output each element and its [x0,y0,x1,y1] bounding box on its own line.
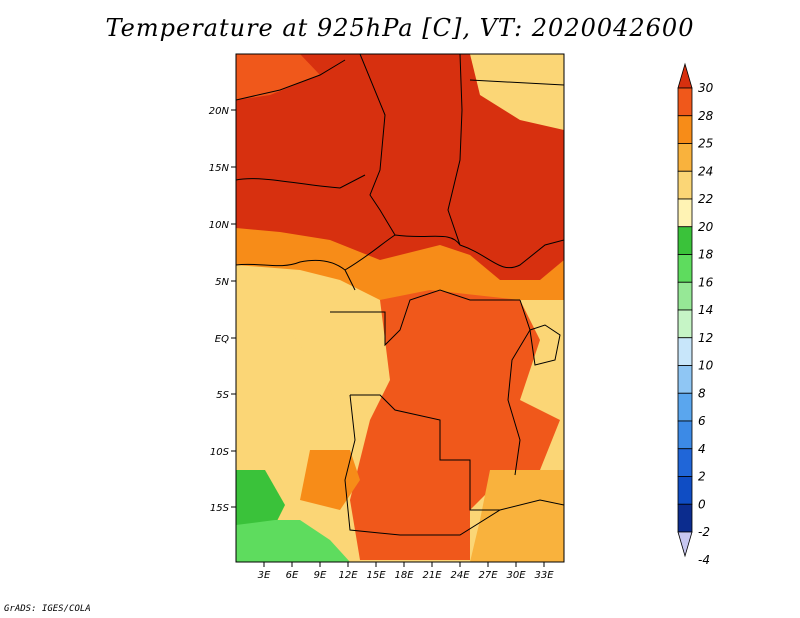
field-angola-warm [300,450,360,510]
lon-label-15e: 15E [366,570,386,581]
colorbar-label: 8 [698,386,706,400]
field-southeast-mild [470,470,564,562]
colorbar-label: 16 [698,275,714,289]
lat-label-5n: 5N [215,277,229,288]
country-borders [236,54,564,536]
colorbar-swatch [677,143,693,172]
border-line [330,289,520,347]
lon-label-21e: 21E [422,570,442,581]
longitude-axis: 3E 6E 9E 12E 15E 18E 21E 24E 27E 30E 33E [258,562,554,581]
colorbar-swatch [677,503,693,533]
border-line [344,394,564,536]
colorbar-swatch [677,226,693,255]
colorbar-label: 25 [698,137,713,151]
border-line [359,54,396,236]
border-line [236,59,346,101]
lat-label-eq: EQ [215,334,229,345]
colorbar-swatch [677,392,693,422]
colorbar-swatch [677,309,693,339]
border-line [447,54,463,246]
map-title: Temperature at 925hPa [C], VT: 202004260… [105,14,695,42]
colorbar-swatch [677,420,693,450]
border-line [350,394,500,511]
border-line [507,299,531,476]
border-line [344,234,564,271]
field-congo-warm [350,290,560,560]
field-northeast-mild [470,54,564,130]
lon-label-9e: 9E [314,570,327,581]
lat-label-10s: 10S [210,447,230,458]
colorbar-swatch [677,170,693,200]
colorbar-label: 6 [698,414,706,428]
colorbar-label: 30 [698,81,714,95]
border-line [236,259,356,291]
colorbar-swatch [677,198,693,228]
colorbar-label: 28 [698,109,714,123]
map-frame [235,53,565,563]
lon-label-27e: 27E [478,570,498,581]
colorbar-label: 22 [698,192,713,206]
colorbar-label: 10 [698,359,714,373]
lon-label-18e: 18E [394,570,414,581]
colorbar-label: 12 [698,331,713,345]
colorbar-label: 14 [698,303,713,317]
colorbar-label: 0 [698,497,706,511]
latitude-axis: 20N 15N 10N 5N EQ 5S 10S 15S [209,106,236,514]
colorbar-swatch [677,476,693,505]
colorbar-swatch [677,281,693,311]
lat-label-10n: 10N [209,220,230,231]
field-north-hot [236,54,564,280]
temperature-field [236,54,564,562]
lon-label-6e: 6E [286,570,299,581]
lat-label-15s: 15S [210,503,230,514]
colorbar-swatch [677,115,693,144]
lat-label-15n: 15N [209,163,230,174]
lat-label-20n: 20N [209,106,230,117]
lon-label-24e: 24E [450,570,470,581]
field-northwest-warm [236,54,320,100]
colorbar-swatch [677,448,693,477]
lon-label-33e: 33E [534,570,554,581]
colorbar-label: 20 [698,220,714,234]
colorbar-label: 2 [698,470,706,484]
colorbar-arrow-top [677,62,693,89]
field-green-16 [236,470,285,530]
colorbar-label: -4 [698,553,710,567]
field-green-14 [236,520,350,562]
border-line [236,174,366,189]
colorbar-swatch [677,87,693,117]
colorbar-label: 4 [698,442,706,456]
border-line [469,79,564,86]
colorbar-label: 24 [698,164,713,178]
colorbar-swatch [677,337,693,366]
lon-label-12e: 12E [338,570,358,581]
colorbar-arrow-bottom [677,531,693,558]
lon-label-30e: 30E [506,570,526,581]
colorbar-swatch [677,254,693,283]
lon-label-3e: 3E [258,570,271,581]
colorbar-label: 18 [698,248,714,262]
lake-victoria [529,324,561,366]
colorbar-label: -2 [698,525,710,539]
grads-credit: GrADS: IGES/COLA [4,604,91,614]
colorbar-swatch [677,365,693,394]
lat-label-5s: 5S [216,390,229,401]
